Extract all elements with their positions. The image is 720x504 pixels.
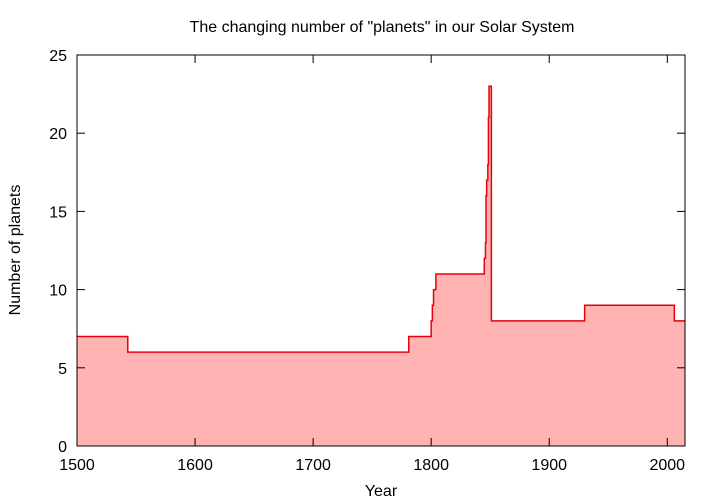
x-tick-label: 2000 (649, 457, 685, 474)
y-tick-label: 15 (49, 204, 67, 221)
chart-title: The changing number of "planets" in our … (190, 19, 575, 36)
y-tick-label: 0 (58, 439, 67, 456)
x-axis-ticks: 1500 1600 1700 1800 1900 2000 (59, 55, 685, 474)
y-axis-label: Number of planets (7, 185, 24, 316)
y-tick-label: 20 (49, 126, 67, 143)
plot-frame (76, 54, 686, 447)
step-line (77, 85, 685, 353)
y-tick-label: 10 (49, 283, 67, 300)
plot-area (77, 85, 685, 446)
x-tick-label: 1800 (413, 457, 449, 474)
y-tick-label: 5 (58, 361, 67, 378)
x-tick-label: 1500 (59, 457, 95, 474)
x-axis-label: Year (365, 483, 398, 500)
y-tick-label: 25 (49, 48, 67, 65)
area-fill (77, 86, 685, 446)
y-axis-ticks: 0 5 10 15 20 25 (49, 48, 685, 456)
x-tick-label: 1600 (177, 457, 213, 474)
x-tick-label: 1700 (295, 457, 331, 474)
x-tick-label: 1900 (531, 457, 567, 474)
